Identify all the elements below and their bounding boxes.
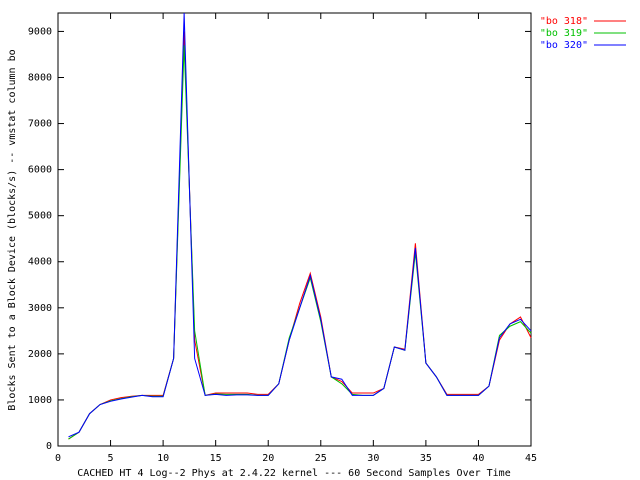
x-axis-label: CACHED HT 4 Log--2 Phys at 2.4.22 kernel… (77, 468, 510, 479)
y-tick-label: 7000 (28, 119, 52, 130)
x-tick-label: 20 (262, 453, 274, 464)
x-tick-label: 10 (157, 453, 169, 464)
x-tick-label: 45 (525, 453, 537, 464)
y-tick-label: 5000 (28, 211, 52, 222)
x-tick-label: 15 (210, 453, 222, 464)
series-line (68, 45, 532, 440)
y-tick-label: 2000 (28, 349, 52, 360)
legend-label: "bo 320" (540, 40, 588, 51)
y-axis-label: Blocks Sent to a Block Device (blocks/s)… (7, 49, 18, 410)
series-line (68, 12, 532, 438)
y-tick-label: 4000 (28, 257, 52, 268)
x-tick-label: 5 (108, 453, 114, 464)
x-tick-label: 30 (367, 453, 379, 464)
y-tick-label: 0 (46, 441, 52, 452)
x-tick-label: 25 (315, 453, 327, 464)
x-tick-label: 35 (420, 453, 432, 464)
legend-label: "bo 319" (540, 28, 588, 39)
x-tick-label: 0 (55, 453, 61, 464)
x-tick-label: 40 (472, 453, 484, 464)
plot-frame (57, 12, 532, 447)
legend-label: "bo 318" (540, 16, 588, 27)
y-tick-label: 6000 (28, 165, 52, 176)
y-tick-label: 3000 (28, 303, 52, 314)
y-tick-label: 8000 (28, 72, 52, 83)
y-tick-label: 9000 (28, 26, 52, 37)
y-tick-label: 1000 (28, 395, 52, 406)
series-line (68, 31, 532, 440)
